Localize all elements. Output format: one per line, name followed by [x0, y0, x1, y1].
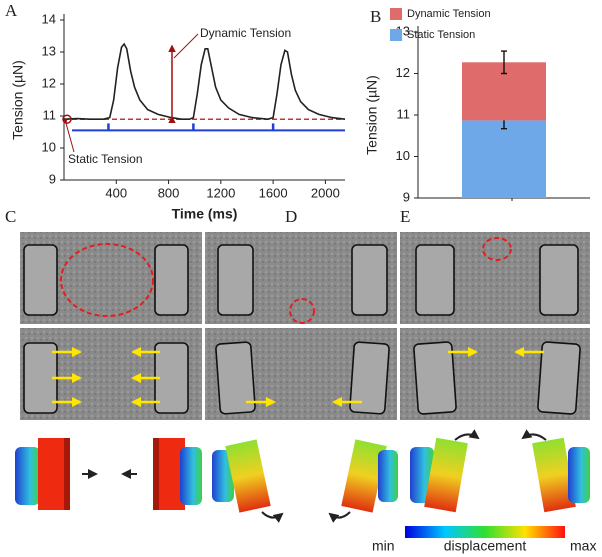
x-axis-label: Time (ms) — [172, 206, 238, 222]
y-tick-label: 14 — [42, 11, 56, 26]
colorbar-label: displacement — [444, 538, 527, 554]
contraction-arrows — [52, 347, 544, 407]
y-tick-label: 12 — [396, 65, 410, 80]
colorbar — [405, 526, 565, 538]
bar-segment — [462, 120, 546, 198]
legend-swatch — [390, 8, 402, 20]
annotation: Static Tension — [68, 152, 143, 166]
x-tick-label: 400 — [105, 185, 127, 200]
legend-label: Static Tension — [407, 29, 475, 41]
colorbar-min: min — [372, 538, 395, 554]
tension-line — [63, 42, 346, 121]
legend-label: Dynamic Tension — [407, 8, 491, 20]
y-tick-label: 13 — [42, 43, 56, 58]
annotation-leader — [62, 118, 75, 153]
highlight-circles — [60, 237, 512, 324]
y-tick-label: 10 — [42, 139, 56, 154]
panel-label: E — [400, 207, 410, 226]
annotation-leader — [173, 33, 199, 59]
y-tick-label: 11 — [43, 107, 57, 122]
x-tick-label: 1600 — [259, 185, 288, 200]
y-tick-label: 12 — [42, 75, 56, 90]
error-bar — [501, 50, 507, 75]
y-tick-label: 10 — [396, 148, 410, 163]
x-tick-label: 2000 — [311, 185, 340, 200]
y-tick-label: 11 — [397, 106, 411, 121]
x-tick-label: 800 — [158, 185, 180, 200]
colorbar-max: max — [570, 538, 596, 554]
panel-label: D — [285, 207, 297, 226]
y-tick-label: 9 — [403, 189, 410, 204]
y-axis-label: Tension (µN) — [10, 60, 26, 140]
image-grid — [20, 232, 590, 420]
panel-label: C — [5, 207, 16, 226]
y-axis-label: Tension (µN) — [364, 75, 380, 155]
annotation: Dynamic Tension — [200, 26, 291, 40]
y-tick-label: 9 — [49, 171, 56, 186]
x-tick-label: 1200 — [206, 185, 235, 200]
pillar-models — [15, 429, 590, 523]
panel-label: B — [370, 7, 381, 26]
pillar-outlines — [23, 244, 581, 415]
panel-label: A — [5, 1, 18, 20]
legend-swatch — [390, 29, 402, 41]
